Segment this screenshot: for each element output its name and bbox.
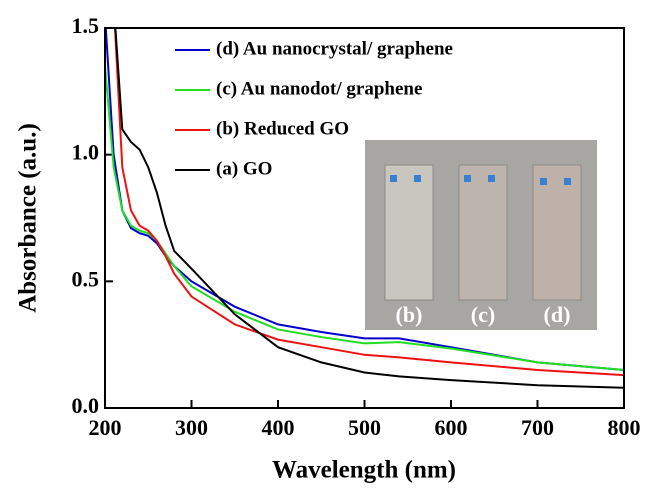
inset-label: (b): [396, 302, 423, 327]
x-tick-label: 400: [262, 415, 295, 440]
x-tick-label: 800: [608, 415, 641, 440]
x-tick-label: 200: [89, 415, 122, 440]
y-tick-label: 1.0: [72, 140, 100, 165]
x-tick-label: 700: [521, 415, 554, 440]
x-axis-title: Wavelength (nm): [272, 457, 456, 484]
chart: Wavelength (nm) Absorbance (a.u.) 200 300…: [0, 0, 651, 493]
legend-label: (c) Au nanodot/ graphene: [216, 78, 422, 99]
inset-label: (c): [471, 302, 495, 327]
y-tick-label: 1.5: [72, 13, 100, 38]
y-axis-title: Absorbance (a.u.): [15, 123, 42, 313]
legend-label: (b) Reduced GO: [216, 118, 349, 139]
legend-label: (d) Au nanocrystal/ graphene: [216, 38, 453, 59]
x-tick-label: 600: [435, 415, 468, 440]
x-tick-label: 500: [348, 415, 381, 440]
legend-label: (a) GO: [216, 158, 272, 179]
x-tick-label: 300: [175, 415, 208, 440]
y-tick-label: 0.5: [72, 266, 100, 291]
inset-label: (d): [544, 302, 571, 327]
y-tick-label: 0.0: [72, 393, 100, 418]
